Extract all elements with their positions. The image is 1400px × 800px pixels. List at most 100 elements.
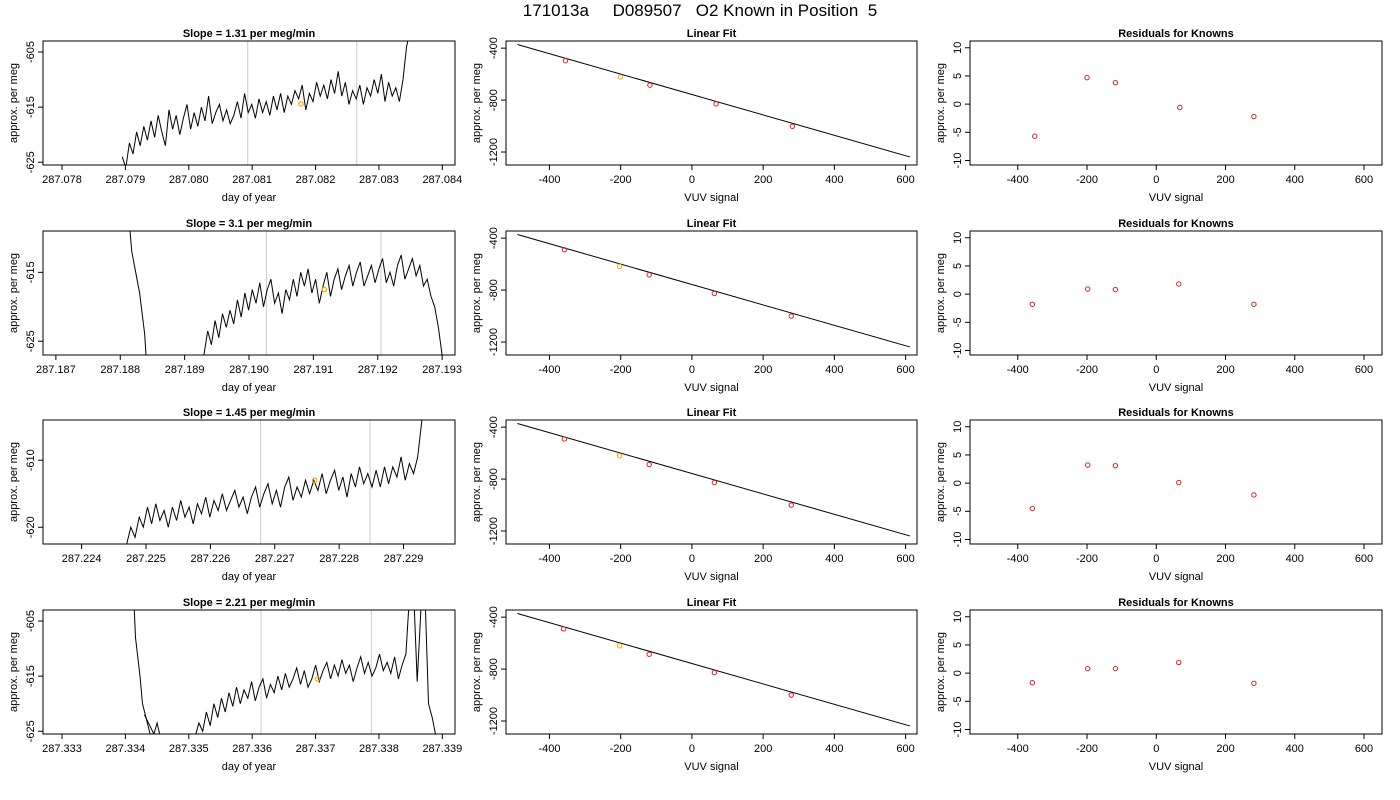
x-tick-label: 600 <box>1355 364 1373 376</box>
x-tick-label: -200 <box>610 553 632 565</box>
data-point <box>646 651 652 657</box>
y-axis-label: approx. per meg <box>935 632 947 712</box>
y-tick-label: -5 <box>952 506 964 516</box>
panel-title: Slope = 1.45 per meg/min <box>183 407 316 419</box>
x-tick-label: -400 <box>538 743 560 755</box>
x-tick-label: 287.339 <box>422 743 462 755</box>
y-tick-label: -400 <box>488 227 500 249</box>
chart-panel-2-1: Slope = 3.1 per meg/min 287.187 287.188 287… <box>8 218 462 394</box>
x-tick-label: 287.084 <box>422 174 462 186</box>
panel-title: Linear Fit <box>687 218 737 230</box>
plot-frame <box>969 609 1383 735</box>
x-tick-label: 287.079 <box>106 174 146 186</box>
x-tick-label: 287.187 <box>36 364 76 376</box>
chart-panel-4-3: Residuals for Knowns -400 -200 0 200 400 600 10… <box>935 597 1383 773</box>
y-tick-label: 0 <box>952 480 964 486</box>
plot-area <box>1029 281 1257 307</box>
plot-area <box>1029 462 1257 512</box>
y-tick-label: -400 <box>488 606 500 628</box>
chart-panel-3-3: Residuals for Knowns -400 -200 0 200 400 600 10… <box>935 407 1383 583</box>
x-tick-label: 287.083 <box>359 174 399 186</box>
panel-title: Slope = 1.31 per meg/min <box>183 28 316 40</box>
data-point <box>711 479 718 486</box>
x-tick-label: 0 <box>689 174 695 186</box>
panel-title: Linear Fit <box>687 597 737 609</box>
x-tick-label: 287.228 <box>319 553 359 565</box>
x-axis-label: VUV signal <box>1149 571 1203 583</box>
data-point <box>561 246 568 253</box>
data-point <box>646 461 652 468</box>
x-tick-label: 0 <box>689 743 695 755</box>
y-tick-label: -10 <box>952 153 964 169</box>
figure-title: 171013a D089507 O2 Known in Position 5 <box>522 1 878 20</box>
y-tick-label: 5 <box>952 263 964 269</box>
x-tick-label: 287.337 <box>296 743 336 755</box>
x-tick-label: 600 <box>896 553 914 565</box>
x-tick-label: 600 <box>896 364 914 376</box>
x-tick-label: 287.078 <box>42 174 82 186</box>
y-tick-label: -10 <box>952 343 964 359</box>
plot-area <box>126 420 423 544</box>
fit-line <box>517 613 911 727</box>
x-tick-label: -200 <box>1076 553 1098 565</box>
chart-panel-3-2: Linear Fit -400 -200 0 200 400 600 -400 -800 -120… <box>471 407 918 583</box>
y-tick-label: -615 <box>25 261 37 283</box>
y-axis-label: approx. per meg <box>471 253 483 333</box>
chart-panel-1-2: Linear Fit -400 -200 0 200 400 600 -400 -800 -120… <box>471 28 918 204</box>
data-point <box>1085 462 1091 468</box>
x-tick-label: 287.333 <box>42 743 82 755</box>
y-tick-label: 10 <box>952 611 964 623</box>
x-tick-label: 287.191 <box>293 364 333 376</box>
x-tick-label: -200 <box>610 364 632 376</box>
data-point <box>561 436 568 442</box>
y-tick-label: -400 <box>488 416 500 438</box>
data-point <box>1251 301 1257 307</box>
panel-title: Residuals for Knowns <box>1118 218 1234 230</box>
data-point <box>1029 680 1036 686</box>
data-point <box>1112 665 1119 672</box>
x-tick-label: 400 <box>1286 364 1304 376</box>
y-tick-label: 0 <box>952 291 964 297</box>
y-tick-label: 5 <box>952 73 964 79</box>
x-tick-label: 287.190 <box>229 364 269 376</box>
x-tick-label: 287.224 <box>62 553 102 565</box>
x-axis-label: day of year <box>222 761 277 773</box>
y-tick-label: -615 <box>25 96 37 118</box>
data-point <box>616 263 623 270</box>
data-point <box>1176 659 1182 666</box>
series-line <box>121 41 409 165</box>
chart-panel-1-3: Residuals for Knowns -400 -200 0 200 400 600 10… <box>935 28 1383 204</box>
y-tick-label: 10 <box>952 42 964 54</box>
x-tick-label: 200 <box>1216 553 1234 565</box>
y-tick-label: 0 <box>952 101 964 107</box>
x-tick-label: -400 <box>1007 553 1029 565</box>
x-axis-label: VUV signal <box>684 192 738 204</box>
plot-frame <box>969 230 1383 356</box>
x-tick-label: 600 <box>1355 174 1373 186</box>
y-tick-label: 5 <box>952 642 964 648</box>
x-tick-label: 287.227 <box>255 553 295 565</box>
y-axis-label: approx. per meg <box>471 632 483 712</box>
x-tick-label: 287.336 <box>232 743 272 755</box>
y-tick-label: -620 <box>25 516 37 538</box>
chart-panel-4-2: Linear Fit -400 -200 0 200 400 600 -400 -800 -120… <box>471 597 918 773</box>
plot-frame <box>42 609 456 735</box>
x-tick-label: -200 <box>1076 743 1098 755</box>
data-point <box>1251 680 1257 686</box>
x-tick-label: 287.338 <box>359 743 399 755</box>
y-tick-label: -1200 <box>488 517 500 545</box>
x-tick-label: 400 <box>1286 553 1304 565</box>
data-point <box>1112 462 1119 469</box>
x-tick-label: 0 <box>689 364 695 376</box>
x-tick-label: 287.082 <box>296 174 336 186</box>
y-tick-label: -1200 <box>488 138 500 166</box>
plot-frame <box>505 609 918 735</box>
x-tick-label: 600 <box>1355 553 1373 565</box>
data-point <box>646 272 652 278</box>
panel-title: Residuals for Knowns <box>1118 407 1234 419</box>
chart-panel-4-1: Slope = 2.21 per meg/min 287.333 287.334 28… <box>8 597 462 773</box>
series-line-segment <box>143 714 161 734</box>
plot-frame <box>969 40 1383 166</box>
x-tick-label: 200 <box>754 174 772 186</box>
x-tick-label: 0 <box>689 553 695 565</box>
